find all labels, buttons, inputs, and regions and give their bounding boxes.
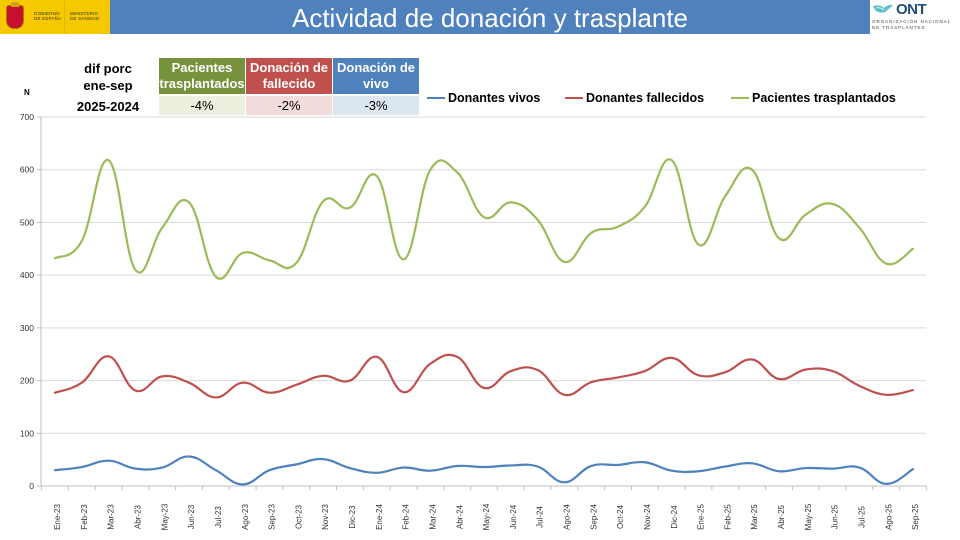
x-tick-label: Ago-24: [563, 504, 572, 530]
page-title: Actividad de donación y trasplante: [291, 3, 689, 33]
x-tick-label: Feb-23: [80, 504, 89, 530]
diff-label-line1: dif porc: [84, 61, 132, 76]
x-tick-label: Sep-24: [589, 504, 598, 530]
x-tick-label: Nov-23: [321, 504, 330, 530]
y-tick-label: 500: [20, 217, 34, 227]
x-tick-label: Abr-23: [134, 504, 143, 529]
legend-label-pacientes-trasplantados: Pacientes trasplantados: [752, 91, 896, 105]
y-tick-label: 600: [20, 165, 34, 175]
x-tick-label: Nov-24: [643, 504, 652, 530]
x-tick-label: Mar-23: [107, 504, 116, 530]
x-tick-label: Feb-24: [402, 504, 411, 530]
x-tick-label: Dic-23: [348, 505, 357, 529]
y-tick-label: 400: [20, 270, 34, 280]
gov-text: GOBIERNO DE ESPAÑA: [34, 11, 61, 21]
x-tick-label: Sep-25: [911, 504, 920, 530]
x-tick-label: Mar-25: [750, 504, 759, 530]
value-donacion-fallecido: -2%: [246, 96, 332, 115]
legend-item-donantes-fallecidos: Donantes fallecidos: [565, 90, 704, 106]
y-tick-label: 200: [20, 376, 34, 386]
x-tick-label: Dic-24: [670, 505, 679, 529]
series-line-pacientes-trasplantados: [53, 158, 915, 280]
ministry-line2: DE SANIDAD: [70, 16, 100, 21]
y-tick-label: 100: [20, 428, 34, 438]
x-tick-label: Jun-24: [509, 504, 518, 529]
legend-swatch-pacientes-trasplantados: [731, 97, 749, 99]
ont-sub-line1: ORGANIZACIÓN NACIONAL: [872, 19, 952, 24]
x-tick-label: Abr-24: [455, 504, 464, 529]
diff-label: dif porc ene-sep: [64, 60, 152, 94]
legend-item-donantes-vivos: Donantes vivos: [427, 90, 540, 106]
x-tick-label: Ene-23: [53, 504, 62, 530]
header-donacion-vivo: Donación de vivo: [333, 58, 419, 94]
legend-swatch-donantes-fallecidos: [565, 97, 583, 99]
header-bar: GOBIERNO DE ESPAÑA MINISTERIO DE SANIDAD…: [0, 0, 960, 34]
series-line-donantes-fallecidos: [53, 353, 915, 399]
legend-swatch-donantes-vivos: [427, 97, 445, 99]
x-tick-label: Mar-24: [428, 504, 437, 530]
header-pacientes-trasplantados: Pacientes trasplantados: [159, 58, 245, 94]
legend-item-pacientes-trasplantados: Pacientes trasplantados: [731, 90, 896, 106]
x-tick-label: Jul-23: [214, 506, 223, 528]
ont-name: ONT: [896, 1, 927, 18]
gov-line2: DE ESPAÑA: [34, 16, 62, 21]
header-donacion-fallecido: Donación de fallecido: [246, 58, 332, 94]
legend-label-donantes-fallecidos: Donantes fallecidos: [586, 91, 705, 105]
diff-label-line2: ene-sep: [83, 78, 133, 93]
x-tick-label: Feb-25: [723, 504, 732, 530]
y-tick-label: 0: [29, 481, 34, 491]
ont-bird-icon: [873, 4, 893, 13]
x-tick-label: Jul-24: [536, 506, 545, 528]
x-tick-label: Jun-23: [187, 504, 196, 529]
x-tick-label: Sep-23: [268, 504, 277, 530]
x-tick-label: Ago-23: [241, 504, 250, 530]
logo-divider: [64, 0, 65, 34]
gov-line1: GOBIERNO: [34, 11, 60, 16]
x-tick-label: Jun-25: [831, 504, 840, 529]
x-tick-label: May-24: [482, 503, 491, 530]
x-tick-label: Ene-25: [697, 504, 706, 530]
x-tick-label: Oct-24: [616, 504, 625, 529]
x-tick-label: Oct-23: [294, 504, 303, 529]
coat-of-arms-icon: [6, 2, 24, 29]
x-tick-label: Ago-25: [884, 504, 893, 530]
x-tick-label: Jul-25: [857, 506, 866, 528]
ont-subtitle: ORGANIZACIÓN NACIONAL DE TRASPLANTES: [872, 19, 951, 31]
ont-sub-line2: DE TRASPLANTES: [872, 25, 926, 30]
x-tick-label: May-23: [160, 503, 169, 530]
ministry-text: MINISTERIO DE SANIDAD: [70, 11, 100, 21]
y-tick-label: 300: [20, 323, 34, 333]
x-tick-label: Abr-25: [777, 504, 786, 529]
y-tick-label: 700: [20, 112, 34, 122]
value-donacion-vivo: -3%: [333, 96, 419, 115]
legend-label-donantes-vivos: Donantes vivos: [448, 91, 541, 105]
value-pacientes-trasplantados: -4%: [159, 96, 245, 115]
diff-years: 2025-2024: [76, 99, 140, 114]
series-line-donantes-vivos: [53, 455, 915, 486]
ministry-line1: MINISTERIO: [70, 11, 99, 16]
government-logo: GOBIERNO DE ESPAÑA MINISTERIO DE SANIDAD: [0, 0, 110, 34]
y-axis-label: N: [24, 88, 30, 97]
x-tick-label: May-25: [804, 503, 813, 530]
x-tick-label: Ene-24: [375, 504, 384, 530]
ont-logo: ONT ORGANIZACIÓN NACIONAL DE TRASPLANTES: [870, 0, 960, 34]
